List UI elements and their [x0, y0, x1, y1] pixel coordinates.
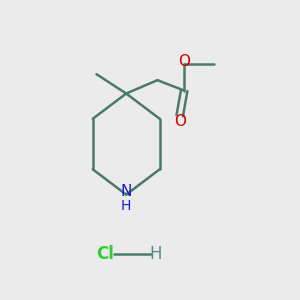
Text: H: H: [150, 245, 162, 263]
Text: O: O: [174, 114, 186, 129]
Text: O: O: [178, 54, 190, 69]
Text: Cl: Cl: [97, 245, 114, 263]
Text: N: N: [121, 184, 132, 199]
Text: H: H: [121, 199, 131, 213]
